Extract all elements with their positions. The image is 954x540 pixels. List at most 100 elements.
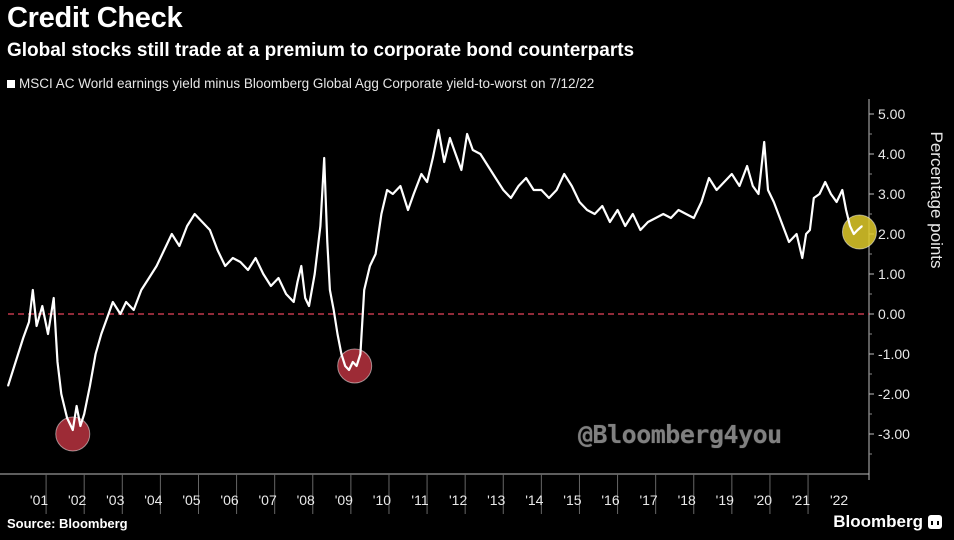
- bloomberg-chart-icon: [928, 515, 942, 529]
- data-point: [479, 153, 481, 155]
- data-point: [156, 265, 158, 267]
- data-point: [209, 229, 211, 231]
- highlight-circle: [841, 214, 877, 250]
- highlight-circle: [337, 348, 373, 384]
- data-point: [487, 165, 489, 167]
- data-point: [7, 385, 9, 387]
- data-point: [53, 297, 55, 299]
- data-point: [617, 209, 619, 211]
- data-point: [304, 297, 306, 299]
- x-tick-label: '01: [30, 492, 48, 508]
- data-point: [300, 265, 302, 267]
- data-point: [89, 385, 91, 387]
- y-tick-label: 2.00: [878, 226, 905, 242]
- data-point: [323, 157, 325, 159]
- x-tick-label: '14: [525, 492, 543, 508]
- data-point: [95, 353, 97, 355]
- y-tick-label: -1.00: [878, 346, 910, 362]
- y-tick-label: 1.00: [878, 266, 905, 282]
- data-point: [788, 241, 790, 243]
- data-point: [845, 209, 847, 211]
- data-point: [363, 289, 365, 291]
- data-point: [830, 193, 832, 195]
- data-point: [216, 249, 219, 251]
- x-tick-label: '06: [220, 492, 238, 508]
- y-tick-label: -3.00: [878, 426, 910, 442]
- data-point: [594, 213, 596, 215]
- y-tick-label: 5.00: [878, 106, 905, 122]
- data-point: [824, 181, 826, 183]
- x-tick-label: '19: [716, 492, 734, 508]
- data-point: [809, 229, 811, 231]
- data-point: [72, 429, 74, 431]
- data-point: [352, 361, 354, 363]
- data-point: [420, 173, 422, 175]
- data-point: [83, 413, 85, 415]
- data-point: [647, 221, 649, 223]
- data-point: [239, 261, 241, 263]
- data-point: [277, 277, 280, 279]
- x-tick-label: '04: [144, 492, 162, 508]
- data-point: [836, 201, 838, 203]
- data-point: [801, 257, 803, 259]
- data-point: [548, 197, 550, 199]
- data-point: [437, 129, 440, 131]
- data-point: [41, 305, 43, 307]
- data-point: [15, 361, 17, 363]
- x-tick-label: '05: [182, 492, 200, 508]
- data-point: [533, 189, 535, 191]
- data-point: [106, 317, 108, 319]
- data-point: [340, 353, 342, 355]
- data-point: [563, 173, 565, 175]
- data-point: [700, 201, 703, 203]
- data-point: [857, 229, 859, 231]
- data-point: [813, 197, 815, 199]
- data-point: [178, 245, 180, 247]
- data-point: [333, 309, 335, 311]
- data-point: [805, 233, 807, 235]
- data-point: [455, 153, 457, 155]
- series-line: [6, 128, 863, 432]
- data-point: [314, 273, 316, 275]
- x-tick-label: '20: [754, 492, 772, 508]
- data-point: [716, 189, 718, 191]
- data-point: [344, 365, 346, 367]
- data-point: [752, 185, 754, 187]
- data-point: [201, 221, 203, 223]
- x-tick-label: '11: [411, 492, 428, 508]
- data-point: [255, 257, 257, 259]
- data-point: [731, 173, 733, 175]
- data-point: [449, 137, 451, 139]
- data-point: [386, 189, 388, 191]
- data-point: [375, 253, 377, 255]
- legend-swatch: [7, 79, 15, 88]
- x-tick-label: '21: [792, 492, 810, 508]
- data-point: [270, 285, 272, 287]
- data-point: [466, 133, 468, 135]
- data-point: [861, 225, 863, 227]
- data-point: [232, 257, 234, 259]
- data-point: [293, 301, 295, 303]
- x-tick-label: '15: [563, 492, 581, 508]
- data-point: [432, 157, 434, 159]
- data-point: [392, 193, 394, 195]
- data-point: [369, 265, 371, 267]
- y-tick-label: -2.00: [878, 386, 910, 402]
- x-tick-label: '02: [68, 492, 86, 508]
- data-point: [326, 241, 328, 243]
- data-point: [79, 425, 81, 427]
- data-point: [60, 393, 62, 395]
- data-point: [22, 337, 24, 339]
- data-point: [319, 225, 321, 227]
- source-note: Source: Bloomberg: [7, 516, 128, 531]
- data-point: [818, 193, 821, 195]
- data-point: [380, 213, 382, 215]
- data-point: [194, 213, 196, 215]
- data-point: [757, 193, 760, 195]
- data-point: [624, 225, 626, 227]
- brand-name: Bloomberg: [833, 512, 923, 531]
- data-point: [639, 229, 642, 231]
- data-point: [670, 217, 672, 219]
- data-point: [796, 233, 798, 235]
